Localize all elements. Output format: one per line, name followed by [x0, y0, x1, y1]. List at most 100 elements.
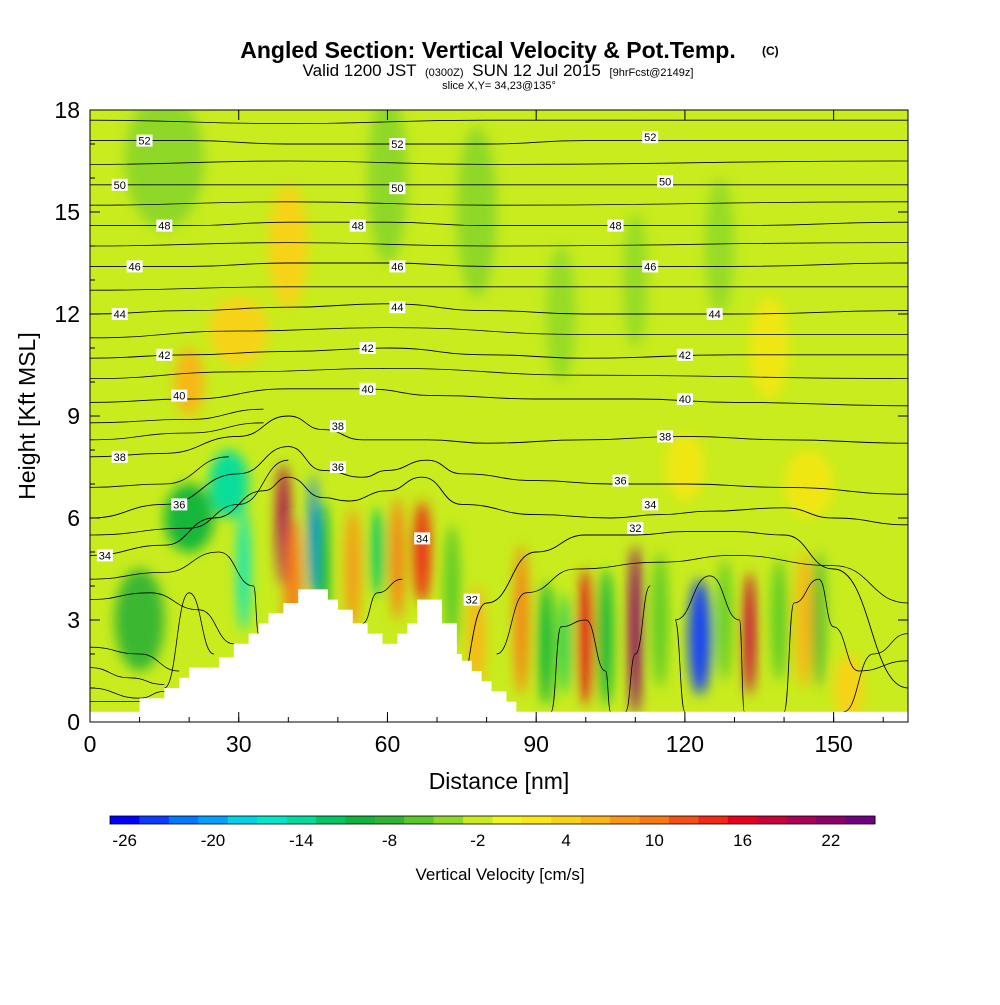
contour-label-text: 40	[361, 384, 373, 396]
colorbar-swatch	[639, 816, 670, 824]
contour-label-42: 42	[359, 342, 376, 355]
theta-minor-line	[164, 592, 215, 689]
colorbar-swatch	[257, 816, 288, 824]
velocity-cell	[456, 127, 497, 297]
velocity-cell	[174, 348, 205, 416]
theta-minor-line	[674, 575, 745, 713]
colorbar-swatch	[727, 816, 758, 824]
colorbar-swatch	[433, 816, 464, 824]
contour-label-42: 42	[156, 348, 173, 362]
velocity-cell	[578, 569, 593, 705]
theta-minor-line	[783, 578, 908, 713]
subtitle-utc: (0300Z)	[425, 67, 464, 79]
theta-minor-line	[90, 201, 908, 206]
contour-label-text: 46	[128, 261, 140, 273]
y-tick-label: 9	[67, 403, 80, 429]
contour-labels: 52 52 52 50 50 50 48 48 48 46 46 46 44 44 44 42 42 42 40 40…	[96, 131, 723, 607]
contour-label-48: 48	[156, 219, 173, 233]
velocity-cell	[538, 582, 555, 705]
theta-minor-line	[90, 367, 908, 379]
contour-label-50: 50	[111, 178, 128, 192]
isentrope-44	[90, 303, 908, 315]
contour-label-text: 36	[614, 476, 626, 488]
contour-label-text: 44	[709, 309, 721, 321]
velocity-cell	[794, 552, 813, 688]
contour-label-46: 46	[389, 260, 406, 273]
velocity-cell	[688, 579, 712, 695]
contour-label-36: 36	[329, 461, 346, 474]
contour-label-40: 40	[676, 393, 693, 406]
contour-label-text: 42	[361, 343, 373, 355]
contour-label-text: 52	[391, 139, 403, 151]
isentrope-48	[90, 221, 908, 227]
velocity-cell	[390, 497, 405, 620]
velocity-cell	[208, 450, 249, 518]
contour-label-38: 38	[111, 450, 128, 464]
colorbar-swatch	[315, 816, 346, 824]
theta-minor-line	[90, 408, 264, 424]
y-tick-label: 0	[67, 709, 80, 735]
subtitle-fcst: [9hrFcst@2149z]	[610, 67, 694, 79]
plot-area: 52 52 52 50 50 50 48 48 48 46 46 46 44 44 44 42 42 42 40 40…	[89, 109, 909, 723]
contour-label-text: 38	[332, 421, 344, 433]
velocity-cell	[652, 552, 669, 688]
velocity-cell	[812, 552, 825, 688]
theta-minor-line	[90, 456, 229, 488]
contour-label-48: 48	[349, 219, 366, 233]
subtitle-date: SUN 12 Jul 2015	[472, 61, 601, 80]
contour-label-34: 34	[96, 549, 113, 562]
colorbar-label: Vertical Velocity [cm/s]	[415, 865, 584, 884]
contour-label-text: 32	[466, 595, 478, 607]
velocity-cell	[749, 297, 790, 399]
contour-label-34: 34	[414, 532, 431, 545]
x-tick-label: 60	[375, 731, 401, 757]
contour-label-text: 36	[332, 462, 344, 474]
contour-label-46: 46	[642, 260, 659, 273]
velocity-cell	[308, 473, 318, 597]
theta-minor-line	[90, 551, 259, 634]
x-tick-label: 90	[523, 731, 549, 757]
contour-label-text: 46	[644, 261, 656, 273]
colorbar-swatch	[816, 816, 847, 824]
contour-label-34: 34	[642, 498, 659, 511]
title-mark: (C)	[762, 44, 779, 58]
contour-label-50: 50	[389, 182, 406, 195]
chart-subtitle: Valid 1200 JST (0300Z) SUN 12 Jul 2015 […	[303, 61, 694, 80]
contour-label-42: 42	[676, 348, 693, 362]
velocity-cell	[597, 569, 614, 705]
contour-label-text: 34	[644, 499, 656, 511]
colorbar-tick-label: 16	[733, 831, 752, 850]
slice-note: slice X,Y= 34,23@135°	[442, 80, 556, 92]
contour-label-text: 36	[173, 499, 185, 511]
velocity-cell	[833, 654, 864, 722]
colorbar: -26 -20 -14 -8 -2 4 10 16 22	[109, 815, 876, 850]
isentrope-38	[90, 415, 908, 458]
colorbar-tick-label: -2	[470, 831, 485, 850]
velocity-cell	[443, 524, 460, 648]
velocity-cell	[237, 507, 251, 631]
theta-minor-line	[362, 578, 403, 624]
colorbar-swatch	[198, 816, 229, 824]
theta-minor-line	[90, 286, 908, 291]
isentropes	[90, 140, 908, 713]
contour-label-32: 32	[627, 522, 644, 535]
colorbar-swatch	[345, 816, 376, 824]
x-tick-label: 150	[814, 731, 852, 757]
x-axis-label: Distance [nm]	[429, 768, 570, 794]
contour-label-52: 52	[642, 131, 659, 144]
y-tick-label: 12	[54, 301, 80, 327]
isentrope-32	[451, 531, 908, 713]
isentrope-42	[90, 347, 908, 359]
contour-label-text: 42	[679, 350, 691, 362]
contour-label-text: 34	[416, 533, 428, 545]
velocity-cell	[413, 501, 432, 603]
y-tick-label: 3	[67, 607, 80, 633]
velocity-cell	[344, 507, 361, 631]
y-tick-label: 18	[54, 97, 80, 123]
contour-label-52: 52	[136, 134, 153, 148]
theta-minor-line	[496, 554, 908, 655]
contour-label-36: 36	[612, 474, 629, 488]
contour-label-text: 42	[158, 350, 170, 362]
contour-label-text: 44	[114, 309, 126, 321]
